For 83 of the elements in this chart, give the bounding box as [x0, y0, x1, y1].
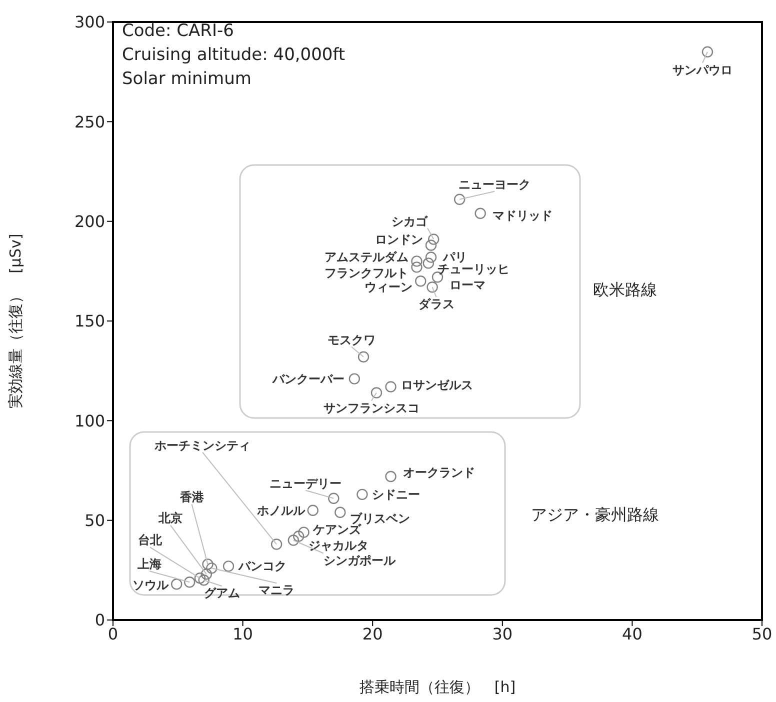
series-label: チューリッヒ [437, 262, 510, 276]
x-tick-label: 50 [752, 624, 772, 644]
point [206, 562, 218, 574]
y-tick-label: 150 [74, 312, 105, 331]
y-tick-label: 0 [94, 610, 105, 630]
x-tick-label: 20 [362, 624, 383, 644]
annotation: Code: CARI-6 [122, 21, 234, 41]
point [202, 558, 214, 570]
point [370, 387, 382, 398]
point [288, 534, 300, 546]
point [454, 194, 466, 206]
y-tick-label: 50 [84, 511, 105, 530]
text: マニラ [258, 583, 295, 598]
text: シンガポール [323, 553, 396, 568]
point [194, 572, 206, 584]
text: ホーチミンシティ [154, 438, 251, 452]
point [425, 240, 437, 251]
point [293, 530, 304, 542]
point [198, 574, 210, 586]
point [298, 526, 310, 538]
series-label: ホノルル [256, 503, 306, 518]
point [428, 234, 440, 245]
annotation: 欧米路線 [593, 280, 657, 299]
point [358, 351, 370, 362]
text: 北京 [157, 511, 182, 526]
y-tick-label: 300 [74, 12, 105, 32]
point [222, 560, 234, 572]
point [474, 208, 486, 219]
series-label: パリ [442, 250, 468, 264]
series-label: ロンドン [375, 232, 424, 246]
text: 上海 [136, 557, 162, 572]
y-tick-label: 200 [74, 212, 105, 232]
x-axis-title: 搭乗時間（往復） [h] [359, 678, 516, 696]
point [422, 258, 434, 269]
series-label: バンコク [238, 559, 287, 574]
text: 香港 [178, 490, 205, 504]
x-tick-label: 40 [622, 624, 642, 644]
series-label: マドリッド [492, 208, 552, 222]
x-tick-label: 0 [108, 624, 118, 644]
annotation: Solar minimum [122, 69, 252, 89]
series-label: シカゴ [392, 214, 429, 228]
series-label: オークランド [402, 465, 475, 480]
series-label: アムステルダム [324, 250, 409, 264]
series-label: ダラス [418, 297, 454, 312]
series-label: ジャカルタ [308, 538, 369, 552]
point [356, 488, 368, 500]
point [385, 470, 396, 482]
series-label: サンパウロ [672, 62, 732, 77]
series-label: ニューデリー [270, 476, 342, 490]
series-label: ソウル [132, 578, 170, 592]
series-label: ウィーン [364, 280, 413, 294]
point [425, 252, 437, 263]
series-label: ニューヨーク [458, 177, 531, 192]
x-tick-label: 30 [492, 624, 513, 644]
series-label: フランクフルト [324, 266, 409, 280]
series-label: バンクーバー [271, 372, 344, 386]
annotation: アジア・豪州路線 [531, 505, 659, 524]
point [184, 576, 196, 588]
point [385, 381, 396, 392]
x-tick-label: 10 [232, 624, 253, 644]
point [411, 256, 422, 267]
point [307, 504, 318, 516]
y-tick-label: 100 [74, 411, 105, 430]
point [334, 506, 346, 518]
point [702, 46, 714, 58]
series-label: モスクワ [328, 332, 376, 347]
point [411, 262, 422, 273]
point [171, 578, 182, 590]
series-label: グアム [204, 586, 240, 600]
y-axis-title: 実効線量（往復） [μSv] [6, 234, 24, 408]
point [328, 492, 340, 504]
series-label: サンフランシスコ [323, 400, 420, 415]
point [348, 373, 360, 384]
annotation: Cruising altitude: 40,000ft [122, 45, 346, 65]
series-label: ロサンゼルス [400, 378, 473, 392]
series-label: シドニー [372, 487, 420, 502]
y-tick-label: 250 [74, 112, 105, 132]
text: 台北 [138, 533, 163, 548]
series-label: ローマ [450, 278, 486, 292]
point [270, 538, 282, 550]
point [415, 276, 426, 287]
point [200, 568, 212, 580]
point [426, 282, 438, 293]
